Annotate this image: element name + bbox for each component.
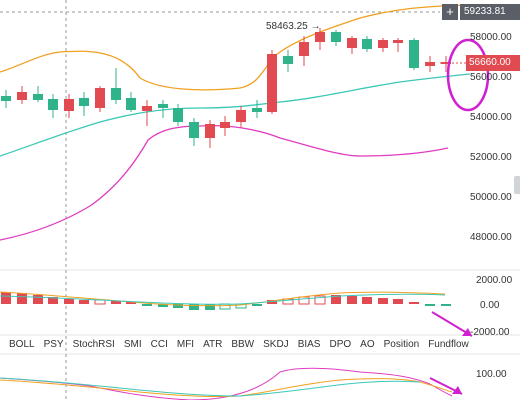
tab-bias[interactable]: BIAS [297, 338, 321, 350]
tab-bbw[interactable]: BBW [231, 338, 255, 350]
price-axis-label: 52000.00 [470, 152, 512, 163]
boll-upper-line [0, 4, 471, 91]
current-price-label: 56660.00 [466, 55, 520, 71]
highlight-circle [446, 38, 490, 112]
lower-indicator-line-3 [0, 377, 421, 397]
tab-position[interactable]: Position [383, 338, 420, 350]
tab-stochrsi[interactable]: StochRSI [72, 338, 115, 350]
high-price-annotation: 58463.25 → [266, 21, 321, 32]
crosshair-price-label: 59233.81 [460, 4, 520, 20]
price-axis-label: 50000.00 [470, 192, 512, 203]
tab-boll[interactable]: BOLL [9, 338, 35, 350]
lower-axis-label: 100.00 [476, 369, 507, 380]
tab-mfi[interactable]: MFI [176, 338, 195, 350]
macd-axis-label: 2000.00 [476, 275, 513, 286]
tab-skdj[interactable]: SKDJ [263, 338, 289, 350]
price-axis-label: 58000.00 [470, 32, 512, 43]
candlestick-series [1, 28, 451, 148]
axis-drag-handle[interactable] [514, 176, 520, 194]
macd-axis-label: 0.00 [480, 300, 500, 311]
tab-cci[interactable]: CCI [150, 338, 168, 350]
macd-axis-label: -2000.00 [470, 327, 510, 338]
tab-atr[interactable]: ATR [203, 338, 223, 350]
tab-smi[interactable]: SMI [123, 338, 142, 350]
tab-dpo[interactable]: DPO [329, 338, 352, 350]
boll-mid-line [0, 73, 471, 157]
lower-indicator-line-1 [0, 367, 453, 400]
boll-lower-line [0, 124, 449, 241]
macd-dea-line [0, 293, 446, 305]
price-axis-label: 56000.00 [470, 72, 512, 83]
add-alert-button[interactable]: + [442, 4, 458, 20]
tab-ao[interactable]: AO [360, 338, 375, 350]
macd-dif-line [0, 291, 446, 307]
price-axis-label: 54000.00 [470, 112, 512, 123]
price-axis-label: 48000.00 [470, 232, 512, 243]
tab-psy[interactable]: PSY [43, 338, 64, 350]
indicator-tab-bar: BOLL PSY StochRSI SMI CCI MFI ATR BBW SK… [0, 336, 470, 352]
tab-fundflow[interactable]: Fundflow [428, 338, 469, 350]
